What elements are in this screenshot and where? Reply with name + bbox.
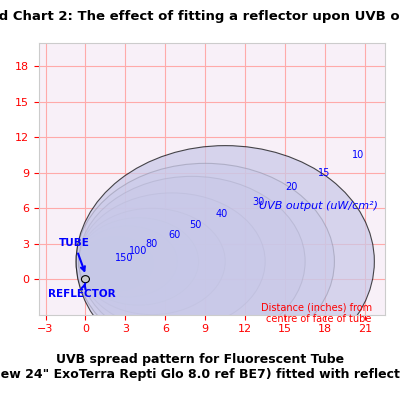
Text: 20: 20	[285, 182, 298, 192]
Ellipse shape	[79, 218, 199, 305]
Text: 40: 40	[216, 209, 228, 219]
Text: 10: 10	[352, 150, 364, 160]
Ellipse shape	[79, 176, 305, 347]
Circle shape	[82, 276, 90, 283]
Ellipse shape	[83, 254, 120, 283]
Text: 80: 80	[145, 239, 158, 249]
Ellipse shape	[76, 146, 374, 377]
Text: 15: 15	[318, 168, 331, 178]
Text: Spread Chart 2: The effect of fitting a reflector upon UVB output.: Spread Chart 2: The effect of fitting a …	[0, 10, 400, 23]
Text: UVB output (uW/cm²): UVB output (uW/cm²)	[259, 201, 378, 211]
Ellipse shape	[79, 226, 177, 297]
Text: REFLECTOR: REFLECTOR	[48, 283, 116, 299]
Text: UVB spread pattern for Fluorescent Tube
(new 24" ExoTerra Repti Glo 8.0 ref BE7): UVB spread pattern for Fluorescent Tube …	[0, 353, 400, 381]
Text: 30: 30	[252, 197, 264, 207]
Text: TUBE: TUBE	[59, 238, 90, 271]
Text: 50: 50	[189, 220, 202, 230]
Text: 100: 100	[129, 246, 148, 256]
Ellipse shape	[76, 163, 334, 360]
Ellipse shape	[79, 237, 153, 291]
Text: 60: 60	[168, 230, 180, 241]
Text: Distance (inches) from
centre of face of tube: Distance (inches) from centre of face of…	[260, 303, 372, 324]
Text: 150: 150	[115, 253, 133, 263]
Ellipse shape	[79, 208, 225, 315]
Ellipse shape	[79, 193, 265, 330]
Ellipse shape	[80, 245, 136, 285]
